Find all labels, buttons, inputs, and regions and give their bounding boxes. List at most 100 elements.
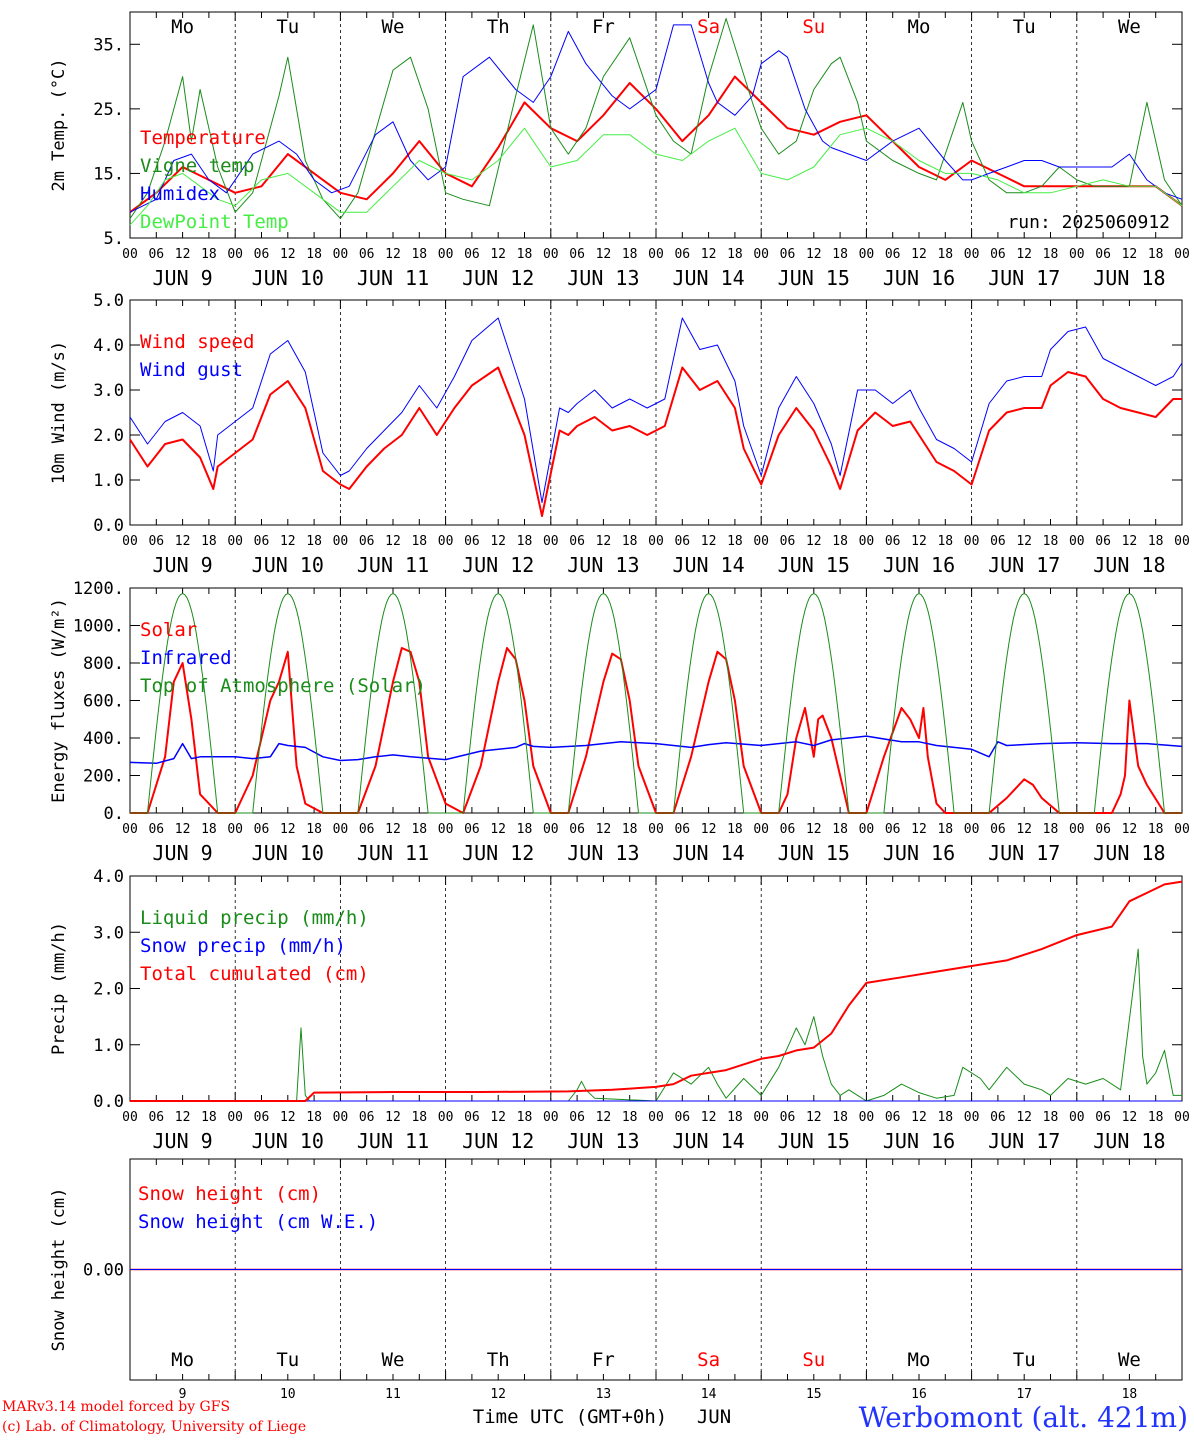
hour-tick-label: 12: [701, 822, 717, 837]
hour-tick-label: 12: [175, 534, 191, 549]
hour-tick-label: 18: [937, 247, 953, 262]
hour-tick-label: 00: [543, 822, 559, 837]
date-label: JUN 12: [462, 1129, 534, 1153]
hour-tick-label: 06: [359, 1110, 375, 1125]
hour-tick-label: 06: [990, 247, 1006, 262]
hour-tick-label: 06: [148, 822, 164, 837]
hour-tick-label: 12: [1016, 822, 1032, 837]
hour-tick-label: 00: [1174, 247, 1190, 262]
copyright-credit: (c) Lab. of Climatology, University of L…: [2, 1419, 307, 1435]
y-tick-label: 1000.: [73, 617, 124, 637]
y-tick-label: 800.: [83, 654, 124, 674]
hour-tick-label: 12: [596, 822, 612, 837]
hour-tick-label: 18: [201, 1110, 217, 1125]
hour-tick-label: 18: [727, 247, 743, 262]
date-label: JUN 14: [672, 1129, 744, 1153]
hour-tick-label: 18: [411, 247, 427, 262]
date-label: JUN 15: [778, 266, 850, 290]
date-label: JUN 14: [672, 553, 744, 577]
weekday-label: We: [1118, 1349, 1141, 1371]
hour-tick-label: 18: [201, 247, 217, 262]
hour-tick-label: 06: [1095, 534, 1111, 549]
hour-tick-label: 06: [254, 247, 270, 262]
hour-tick-label: 12: [701, 1110, 717, 1125]
hour-tick-label: 06: [254, 822, 270, 837]
date-label: JUN 18: [1093, 1129, 1165, 1153]
hour-tick-label: 12: [806, 534, 822, 549]
hour-tick-label: 18: [306, 822, 322, 837]
hour-tick-label: 12: [175, 822, 191, 837]
series-line-infrared: [129, 735, 1183, 765]
x-axis-title: Time UTC (GMT+0h): [473, 1406, 667, 1428]
series-line-wind-gust: [129, 317, 1183, 503]
legend-entry: Solar: [140, 619, 197, 641]
hour-tick-label: 18: [1043, 247, 1059, 262]
legend-entry: Temperature: [140, 127, 266, 149]
date-label: JUN 12: [462, 841, 534, 865]
hour-tick-label: 00: [1069, 822, 1085, 837]
hour-tick-label: 06: [464, 822, 480, 837]
hour-tick-label: 12: [490, 1110, 506, 1125]
y-tick-label: 3.0: [93, 381, 124, 401]
hour-tick-label: 12: [385, 534, 401, 549]
panel-energy: 0. 200. 400. 600. 800. 1000. 1200.Energy fluxe…: [49, 579, 1190, 865]
weekday-label: Sa: [697, 1349, 720, 1371]
month-label: JUN: [697, 1406, 731, 1428]
hour-tick-label: 06: [990, 1110, 1006, 1125]
weekday-label: Th: [487, 1349, 510, 1371]
hour-tick-label: 06: [1095, 247, 1111, 262]
hour-tick-label: 06: [569, 534, 585, 549]
hour-tick-label: 12: [280, 1110, 296, 1125]
hour-tick-label: 00: [859, 534, 875, 549]
weekday-label: We: [382, 1349, 405, 1371]
day-number-label: 18: [1122, 1387, 1138, 1402]
hour-tick-label: 00: [333, 822, 349, 837]
date-label: JUN 13: [567, 553, 639, 577]
hour-tick-label: 00: [543, 247, 559, 262]
weekday-label: We: [382, 16, 405, 38]
hour-tick-label: 00: [122, 822, 138, 837]
weekday-label: Th: [487, 16, 510, 38]
date-label: JUN 18: [1093, 266, 1165, 290]
y-tick-label: 1200.: [73, 579, 124, 599]
hour-tick-label: 12: [806, 1110, 822, 1125]
hour-tick-label: 00: [122, 247, 138, 262]
weekday-label: Sa: [697, 16, 720, 38]
hour-tick-label: 06: [1095, 1110, 1111, 1125]
y-tick-label: 0.00: [83, 1261, 124, 1281]
panel-snow: 0.00 Snow height (cm) Snow height (cm) Snow…: [49, 1158, 1183, 1381]
hour-tick-label: 18: [727, 822, 743, 837]
y-tick-label: 200.: [83, 767, 124, 787]
weekday-label: Su: [802, 1349, 825, 1371]
hour-tick-label: 00: [648, 247, 664, 262]
hour-tick-label: 12: [175, 1110, 191, 1125]
y-tick-label: 1.0: [93, 1036, 124, 1056]
date-label: JUN 13: [567, 841, 639, 865]
hour-tick-label: 12: [911, 534, 927, 549]
hour-tick-label: 06: [254, 534, 270, 549]
hour-tick-label: 18: [517, 1110, 533, 1125]
hour-tick-label: 06: [674, 534, 690, 549]
day-number-label: 14: [701, 1387, 717, 1402]
hour-tick-label: 06: [990, 822, 1006, 837]
hour-tick-label: 00: [1174, 534, 1190, 549]
hour-tick-label: 00: [1174, 822, 1190, 837]
hour-tick-label: 06: [990, 534, 1006, 549]
hour-tick-label: 00: [753, 534, 769, 549]
hour-tick-label: 18: [622, 1110, 638, 1125]
hour-tick-label: 06: [885, 247, 901, 262]
legend-entry: Vigne temp: [140, 155, 254, 177]
y-tick-label: 35.: [93, 35, 124, 55]
date-label: JUN 17: [988, 553, 1060, 577]
hour-tick-label: 12: [1122, 822, 1138, 837]
hour-tick-label: 00: [859, 822, 875, 837]
day-number-label: 15: [806, 1387, 822, 1402]
weekday-label: Mo: [171, 1349, 194, 1371]
hour-tick-label: 18: [306, 1110, 322, 1125]
date-label: JUN 16: [883, 266, 955, 290]
hour-tick-label: 00: [1069, 534, 1085, 549]
y-tick-label: 4.0: [93, 336, 124, 356]
legend-entry: Wind gust: [140, 359, 243, 381]
hour-tick-label: 06: [780, 534, 796, 549]
hour-tick-label: 00: [753, 822, 769, 837]
